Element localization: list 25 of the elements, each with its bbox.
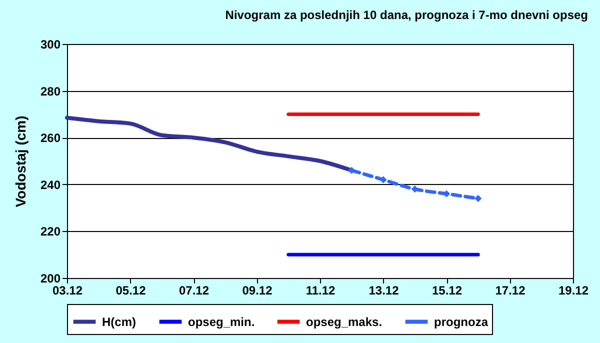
point [411, 186, 418, 193]
legend-label: prognoza [434, 314, 488, 329]
point [474, 194, 482, 202]
x-tick-label: 03.12 [52, 284, 83, 298]
y-tick-label: 300 [40, 38, 61, 52]
point [348, 166, 356, 174]
x-tick-label: 05.12 [116, 284, 146, 298]
y-tick-label: 200 [40, 272, 61, 286]
y-tick-label: 240 [40, 178, 61, 192]
y-tick-label: 260 [40, 131, 61, 146]
x-tick-label: 11.12 [306, 284, 336, 298]
x-tick-label: 19.12 [558, 284, 589, 298]
legend-label: opseg_min. [188, 314, 255, 329]
x-tick-label: 07.12 [178, 284, 210, 298]
x-tick-label: 09.12 [242, 284, 273, 298]
y-axis-title: Vodostaj (cm) [12, 116, 28, 208]
y-tick-label: 220 [40, 224, 61, 239]
x-tick-label: 13.12 [368, 284, 400, 298]
point [380, 176, 387, 184]
x-tick-label: 15.12 [432, 284, 462, 298]
chart-title: Nivogram za poslednjih 10 dana, prognoza i 7-mo dnevni opseg [225, 8, 588, 22]
legend-label: H(cm) [102, 314, 136, 329]
y-tick-label: 280 [40, 84, 61, 98]
legend-label: opseg_maks. [306, 314, 382, 329]
x-tick-label: 17.12 [495, 284, 526, 298]
